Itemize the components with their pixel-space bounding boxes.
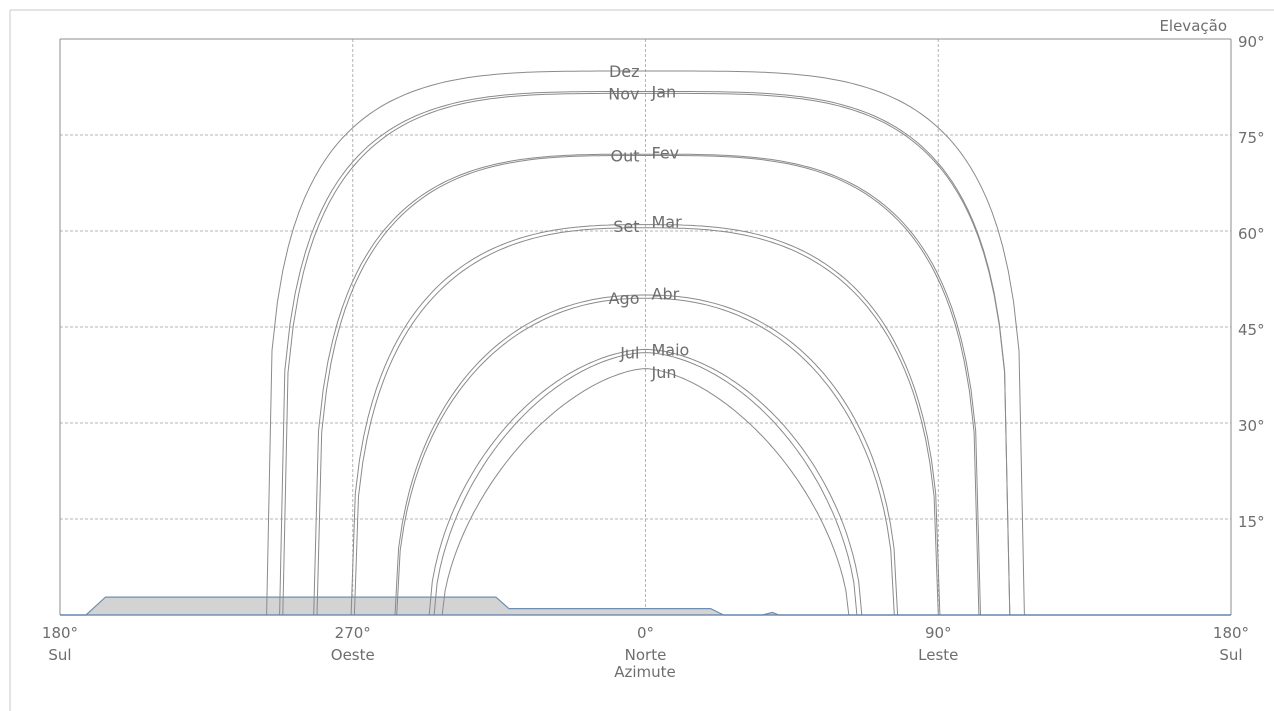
month-label-set: Set bbox=[613, 217, 639, 236]
x-tick-label: 0° bbox=[637, 624, 654, 642]
x-tick-label: 270° bbox=[335, 624, 371, 642]
horizon-fill bbox=[60, 597, 1231, 615]
x-tick-label: 180° bbox=[1213, 624, 1249, 642]
sun-path-jul bbox=[428, 348, 863, 616]
month-label-fev: Fev bbox=[652, 143, 680, 162]
x-tick-label: 90° bbox=[925, 624, 952, 642]
y-tick-label: 30° bbox=[1238, 417, 1265, 435]
month-label-maio: Maio bbox=[652, 340, 690, 359]
sun-path-set bbox=[350, 224, 941, 616]
horizon-line bbox=[60, 596, 1231, 616]
sun-path-out bbox=[313, 153, 981, 616]
x-tick-label: 180° bbox=[42, 624, 78, 642]
horizon-profile bbox=[60, 596, 1231, 616]
month-label-out: Out bbox=[610, 146, 639, 165]
month-label-ago: Ago bbox=[609, 289, 640, 308]
y-tick-label: 45° bbox=[1238, 321, 1265, 339]
month-label-nov: Nov bbox=[608, 84, 639, 103]
y-tick-label: 75° bbox=[1238, 129, 1265, 147]
sun-path-jun bbox=[441, 368, 850, 616]
month-labels: Dez Nov Jan Out Fev Set Mar Ago Abr Jul Maio Jun bbox=[608, 62, 689, 382]
plot-frame bbox=[9, 9, 1274, 711]
grid bbox=[60, 39, 1231, 615]
sun-path-ago bbox=[394, 294, 899, 616]
month-label-abr: Abr bbox=[652, 285, 680, 304]
axis-labels: 15° 30° 45° 60° 75° 90° 180° Sul 270° Oeste 0° Nort… bbox=[42, 33, 1265, 664]
month-label-jul: Jul bbox=[619, 344, 639, 363]
sun-path-mar bbox=[353, 227, 939, 616]
month-label-dez: Dez bbox=[609, 62, 640, 81]
x-axis-title: Azimute bbox=[614, 663, 676, 681]
x-tick-direction: Oeste bbox=[331, 646, 375, 664]
x-tick-direction: Sul bbox=[1219, 646, 1242, 664]
month-label-jan: Jan bbox=[651, 82, 677, 101]
month-label-jun: Jun bbox=[651, 363, 677, 382]
sun-path-abr bbox=[396, 297, 895, 616]
y-tick-label: 60° bbox=[1238, 225, 1265, 243]
sun-path-jan bbox=[282, 92, 1011, 616]
y-tick-label: 15° bbox=[1238, 513, 1265, 531]
x-tick-direction: Sul bbox=[48, 646, 71, 664]
x-tick-direction: Leste bbox=[918, 646, 958, 664]
y-tick-label: 90° bbox=[1238, 33, 1265, 51]
sun-path-dez bbox=[266, 70, 1025, 616]
month-label-mar: Mar bbox=[652, 212, 683, 231]
y-axis-title: Elevação bbox=[1159, 17, 1227, 35]
sun-path-fev bbox=[316, 155, 980, 616]
sun-path-maio bbox=[433, 352, 858, 616]
sun-path-curves bbox=[266, 70, 1025, 616]
sun-path-nov bbox=[279, 91, 1011, 616]
x-tick-direction: Norte bbox=[625, 646, 667, 664]
